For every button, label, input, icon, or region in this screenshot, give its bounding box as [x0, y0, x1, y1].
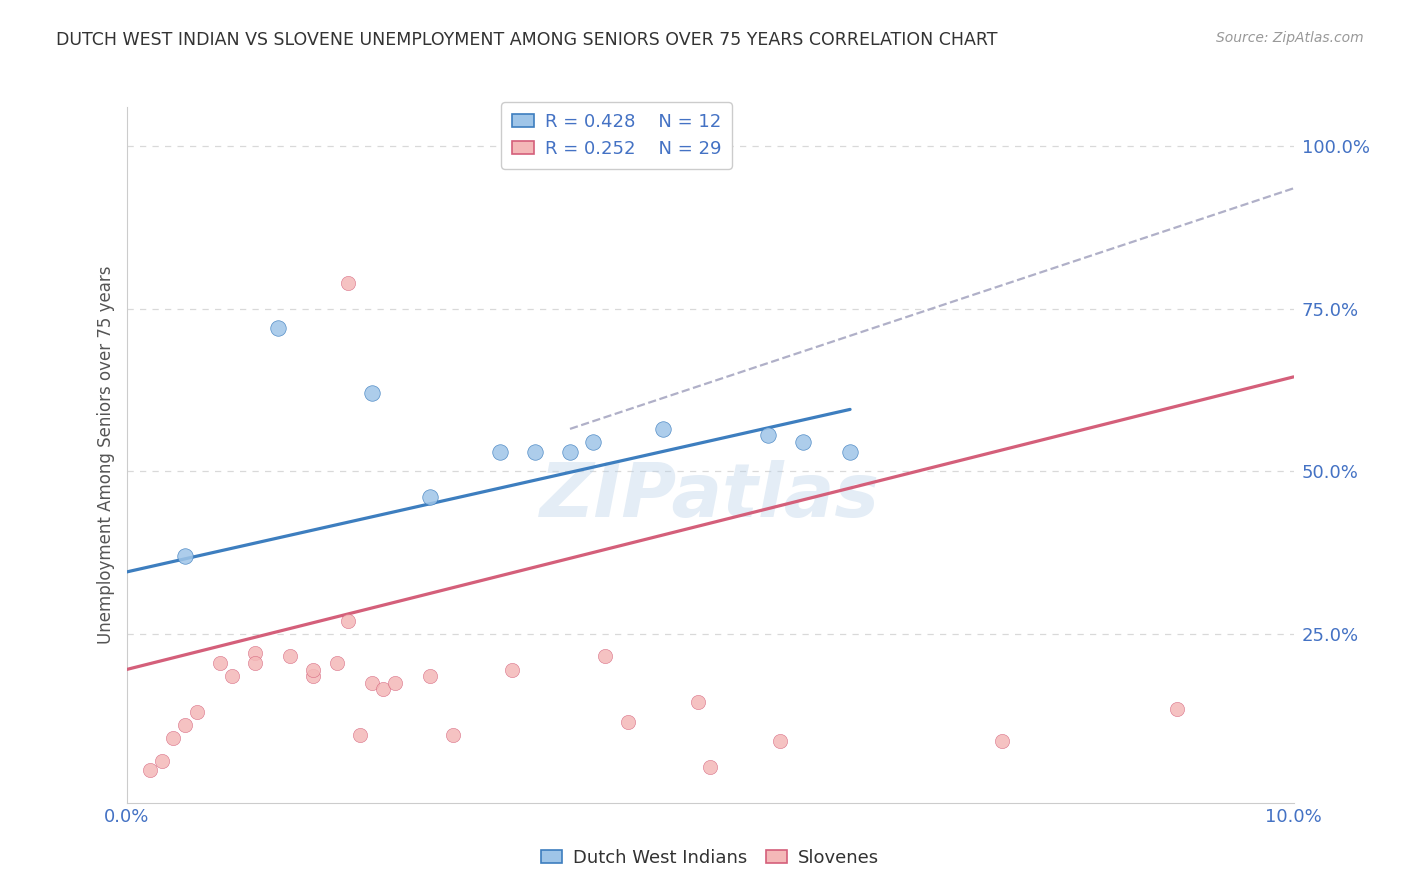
Point [792, 434, 814, 449]
Text: ZIPatlas: ZIPatlas [540, 460, 880, 533]
Point [162, 731, 184, 745]
Point [208, 656, 231, 670]
Text: DUTCH WEST INDIAN VS SLOVENE UNEMPLOYMENT AMONG SENIORS OVER 75 YEARS CORRELATIO: DUTCH WEST INDIAN VS SLOVENE UNEMPLOYMEN… [56, 31, 998, 49]
Point [652, 422, 675, 436]
Point [419, 669, 441, 683]
Point [221, 669, 243, 683]
Point [501, 663, 523, 677]
Point [337, 276, 360, 290]
Point [419, 490, 441, 504]
Legend: Dutch West Indians, Slovenes: Dutch West Indians, Slovenes [534, 841, 886, 874]
Point [617, 714, 640, 729]
Point [337, 614, 360, 628]
Point [769, 734, 792, 748]
Point [990, 734, 1012, 748]
Point [360, 386, 382, 401]
Point [699, 760, 721, 774]
Point [186, 705, 208, 719]
Point [243, 646, 266, 660]
Point [174, 549, 197, 563]
Point [150, 754, 173, 768]
Point [839, 444, 862, 458]
Point [360, 675, 382, 690]
Point [688, 695, 710, 709]
Point [558, 444, 581, 458]
Point [373, 681, 395, 696]
Point [302, 669, 325, 683]
Point [174, 718, 197, 732]
Point [139, 764, 162, 778]
Point [441, 727, 464, 741]
Text: Source: ZipAtlas.com: Source: ZipAtlas.com [1216, 31, 1364, 45]
Point [1166, 701, 1188, 715]
Point [593, 649, 616, 664]
Point [489, 444, 512, 458]
Point [524, 444, 547, 458]
Point [582, 434, 605, 449]
Y-axis label: Unemployment Among Seniors over 75 years: Unemployment Among Seniors over 75 years [97, 266, 115, 644]
Point [267, 321, 290, 335]
Point [325, 656, 347, 670]
Point [278, 649, 301, 664]
Point [302, 663, 325, 677]
Point [384, 675, 406, 690]
Point [756, 428, 779, 442]
Point [349, 727, 371, 741]
Point [243, 656, 266, 670]
